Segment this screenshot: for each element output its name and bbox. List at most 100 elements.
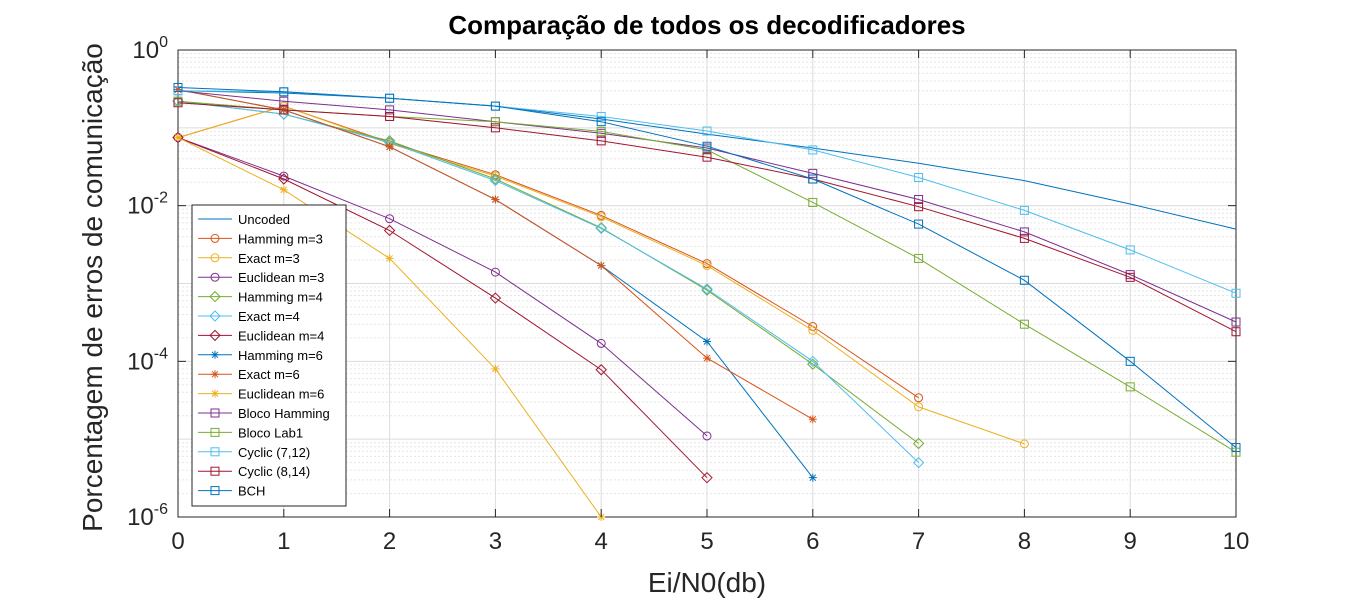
legend-item: Cyclic (8,14) (198, 464, 310, 479)
series-bch (173, 82, 1241, 453)
data-point (701, 284, 713, 296)
data-point (1125, 382, 1135, 392)
data-point (1019, 319, 1029, 329)
data-point (172, 131, 184, 144)
data-point (174, 85, 182, 94)
series-line (177, 100, 919, 463)
data-point (596, 111, 606, 121)
legend: Uncoded Hamming m=3 Exact m=3 Euclidean m=3… (191, 204, 347, 507)
data-point (596, 338, 606, 348)
data-point (385, 142, 394, 151)
legend-label: Hamming m=3 (238, 231, 323, 246)
data-point (279, 87, 289, 97)
y-tick-label: 10-4 (127, 345, 168, 375)
data-point (385, 93, 395, 103)
data-point (1231, 317, 1241, 327)
x-tick-label: 3 (489, 528, 502, 555)
data-point (595, 222, 607, 235)
data-point (808, 145, 818, 155)
x-tick-label: 2 (383, 528, 396, 555)
y-tick-label: 100 (132, 34, 168, 64)
legend-label: Uncoded (238, 212, 290, 227)
data-point (1231, 327, 1241, 337)
legend-label: Euclidean m=4 (238, 328, 324, 343)
data-point (914, 402, 924, 412)
data-point (279, 171, 289, 181)
legend-label: Exact m=4 (238, 309, 300, 324)
legend-marker (210, 233, 220, 243)
data-point (279, 185, 288, 194)
series-line (177, 87, 1237, 448)
x-tick-label: 4 (595, 528, 608, 555)
data-point (912, 456, 925, 469)
legend-marker (210, 466, 220, 476)
legend-item: Bloco Hamming (198, 406, 330, 421)
legend-item: Uncoded (198, 212, 290, 227)
y-tick-label: 10-6 (127, 501, 168, 531)
legend-label: Exact m=6 (238, 367, 300, 382)
data-point (596, 126, 606, 136)
legend-marker (210, 447, 220, 457)
legend-item: Hamming m=3 (198, 231, 323, 246)
data-point (278, 108, 290, 120)
legend-item: Exact m=6 (198, 367, 300, 382)
legend-item: Euclidean m=4 (198, 328, 324, 343)
x-tick-label: 8 (1018, 528, 1031, 555)
series-exact-m-4 (172, 95, 925, 469)
data-point (489, 292, 502, 304)
data-point (914, 393, 924, 403)
legend-marker (209, 310, 221, 322)
data-point (808, 473, 817, 482)
legend-marker (211, 350, 219, 359)
legend-item: Cyclic (7,12) (198, 445, 310, 460)
legend-marker (211, 370, 219, 379)
legend-label: Bloco Hamming (238, 406, 330, 421)
chart-title: Comparação de todos os decodificadores (448, 10, 965, 40)
data-point (1019, 233, 1029, 243)
data-point (701, 283, 713, 295)
x-tick-label: 0 (171, 528, 184, 555)
series-line (177, 90, 1237, 323)
data-point (490, 101, 500, 111)
series-line (177, 105, 1025, 445)
legend-item: Euclidean m=3 (198, 270, 324, 285)
legend-marker (209, 329, 221, 342)
legend-label: Hamming m=4 (238, 290, 323, 305)
data-point (808, 415, 817, 424)
legend-label: Euclidean m=3 (238, 270, 324, 285)
data-point (808, 168, 818, 178)
data-point (597, 261, 606, 270)
data-point (1231, 443, 1241, 453)
x-tick-label: 1 (277, 528, 290, 555)
legend-label: Cyclic (8,14) (238, 464, 310, 479)
x-tick-label: 10 (1223, 528, 1250, 555)
data-point (702, 126, 712, 136)
data-point (1019, 227, 1029, 237)
data-point (491, 195, 500, 204)
legend-marker (210, 272, 220, 282)
series-line (177, 102, 1237, 333)
x-tick-label: 5 (700, 528, 713, 555)
x-tick-label: 7 (912, 528, 925, 555)
data-point (490, 117, 500, 127)
data-point (173, 82, 183, 92)
data-point (385, 111, 395, 121)
legend-label: BCH (238, 484, 265, 499)
legend-label: Exact m=3 (238, 251, 300, 266)
data-point (1019, 275, 1029, 285)
data-point (1019, 439, 1029, 449)
data-point (490, 267, 500, 277)
data-point (596, 117, 606, 127)
data-point (914, 219, 924, 229)
data-point (807, 355, 819, 368)
data-point (1231, 447, 1241, 457)
data-point (173, 98, 183, 108)
data-point (914, 253, 924, 263)
data-point (279, 105, 289, 115)
data-point (489, 174, 502, 187)
legend-item: Euclidean m=6 (198, 387, 324, 402)
x-tick-label: 9 (1124, 528, 1137, 555)
legend-item: Hamming m=6 (198, 348, 323, 363)
data-point (1125, 245, 1135, 255)
data-point (596, 136, 606, 146)
